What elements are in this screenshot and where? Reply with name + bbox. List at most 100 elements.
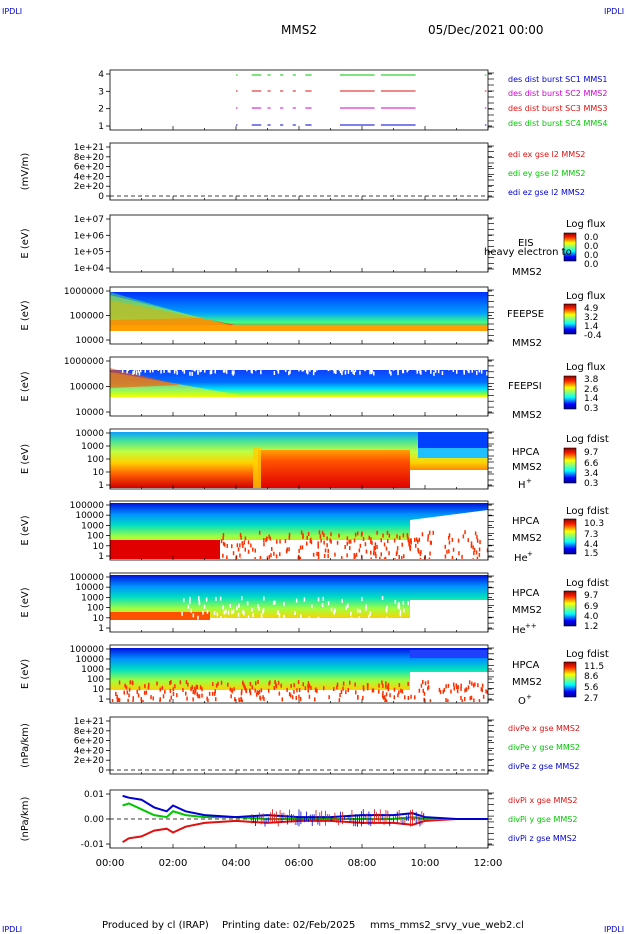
data-gap-mark (345, 358, 348, 363)
data-gap-mark (279, 552, 281, 557)
y-tick-label: 8e+20 (74, 727, 105, 737)
x-tick-label: 10:00 (411, 858, 440, 869)
x-tick-label: 04:00 (222, 858, 251, 869)
colorbar-tick: 11.5 (584, 662, 604, 672)
data-gap-mark (382, 695, 385, 700)
data-gap-mark (393, 362, 396, 367)
colorbar-hpca-he (563, 518, 577, 555)
data-gap-mark (224, 542, 226, 547)
data-gap-mark (243, 611, 245, 616)
y-tick-label: 10000 (75, 336, 104, 346)
data-gap-mark (312, 371, 315, 376)
data-gap-mark (196, 692, 198, 697)
y-axis-label: E (eV) (20, 444, 31, 474)
data-gap-mark (369, 367, 372, 372)
data-gap-mark (465, 365, 468, 370)
data-gap-mark (389, 624, 391, 629)
data-gap-mark (239, 532, 242, 537)
data-gap-mark (125, 358, 127, 363)
data-gap-mark (255, 367, 257, 372)
colorbar-tick: 6.9 (584, 602, 599, 612)
data-gap-mark (183, 598, 185, 603)
data-gap-mark (180, 630, 182, 631)
data-gap-mark (284, 628, 286, 631)
data-gap-mark (181, 359, 183, 363)
data-gap-mark (476, 556, 479, 559)
data-gap-mark (322, 596, 324, 601)
colorbar-hpca-he2 (563, 590, 577, 627)
spacecraft-label: MMS2 (512, 677, 542, 688)
data-gap-mark (355, 552, 358, 557)
data-gap-mark (353, 362, 355, 367)
y-tick-label: 3 (98, 87, 104, 97)
data-gap-mark (146, 364, 149, 369)
data-gap-mark (330, 623, 333, 628)
data-gap-mark (263, 596, 265, 601)
data-gap-mark (362, 687, 365, 692)
x-tick-label: 02:00 (159, 858, 188, 869)
data-gap-mark (330, 532, 332, 537)
data-gap-mark (301, 367, 303, 372)
data-gap-mark (310, 540, 313, 545)
data-gap-mark (457, 538, 460, 543)
data-gap-mark (480, 687, 483, 692)
data-gap-mark (209, 370, 212, 375)
data-gap-mark (227, 619, 229, 624)
data-gap-mark (415, 543, 417, 548)
data-gap-mark (256, 690, 258, 695)
data-gap-mark (203, 365, 206, 370)
data-gap-mark (332, 358, 335, 363)
data-gap-mark (144, 368, 146, 373)
data-gap-mark (369, 611, 372, 616)
data-gap-mark (385, 361, 387, 366)
data-gap-mark (471, 368, 473, 373)
data-gap-mark (206, 696, 208, 701)
data-gap-mark (234, 360, 236, 365)
data-gap-mark (230, 360, 232, 365)
colorbar-title: Log flux (566, 291, 606, 302)
data-gap-mark (380, 552, 382, 557)
data-gap-mark (317, 555, 320, 559)
data-gap-mark (294, 364, 296, 369)
panel-divpi: 0.01 0.00 -0.01 (nPa/km) divPi x gse MMS2 div… (20, 789, 577, 850)
data-gap-mark (330, 607, 333, 612)
data-gap-mark (407, 696, 410, 700)
panel-frame (109, 69, 489, 131)
data-gap-mark (350, 611, 352, 616)
data-gap-mark (415, 366, 418, 371)
data-gap-mark (318, 530, 321, 535)
data-gap-mark (307, 684, 310, 689)
data-gap-mark (257, 618, 259, 623)
data-gap-mark (453, 686, 455, 691)
instrument-label: HPCA (512, 516, 540, 527)
data-gap-mark (252, 547, 254, 552)
data-gap-mark (338, 698, 341, 702)
data-gap-mark (344, 545, 346, 549)
data-gap-mark (190, 361, 193, 366)
data-gap-mark (474, 531, 477, 536)
data-gap-mark (329, 538, 331, 543)
data-gap-mark (413, 358, 415, 363)
data-gap-mark (451, 556, 454, 559)
data-gap-mark (397, 693, 399, 698)
data-gap-mark (190, 687, 192, 692)
data-gap-mark (254, 688, 256, 693)
data-gap-mark (240, 697, 243, 702)
data-gap-mark (211, 691, 214, 696)
data-gap-mark (191, 685, 193, 690)
data-gap-mark (463, 361, 465, 366)
data-gap-mark (267, 688, 270, 693)
data-gap-mark (295, 695, 297, 700)
data-gap-mark (349, 546, 351, 551)
data-gap-mark (181, 611, 183, 616)
data-gap-mark (386, 685, 389, 690)
colorbar-tick: 2.6 (584, 385, 599, 395)
data-gap-mark (202, 627, 205, 631)
data-gap-mark (478, 368, 481, 373)
data-gap-mark (304, 365, 306, 370)
y-axis-label: E (eV) (20, 228, 31, 258)
y-tick-label: 100000 (70, 312, 105, 322)
data-gap-mark (295, 598, 298, 603)
data-gap-mark (336, 540, 339, 545)
data-gap-mark (262, 695, 264, 700)
